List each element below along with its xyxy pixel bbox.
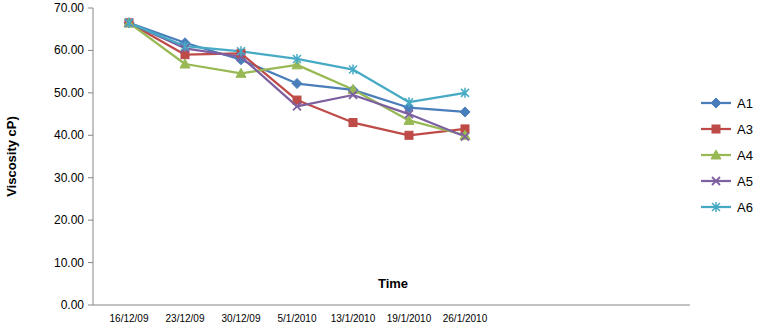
y-tick [88, 92, 93, 93]
series-line [129, 23, 465, 137]
marker [125, 19, 133, 27]
marker [349, 65, 357, 75]
y-tick-label: 40.00 [54, 128, 84, 142]
series-line [129, 23, 465, 102]
marker [461, 88, 469, 98]
y-axis [93, 8, 94, 305]
x-tick-label: 23/12/09 [166, 313, 205, 324]
y-tick-label: 60.00 [54, 43, 84, 57]
legend-label: A1 [737, 96, 753, 111]
x-axis-title: Time [378, 276, 408, 291]
series-line [129, 23, 465, 135]
y-tick [88, 8, 93, 9]
marker [293, 102, 301, 110]
legend-marker [712, 177, 720, 185]
x-tick-label: 5/1/2010 [278, 313, 317, 324]
marker [348, 85, 358, 95]
series-line [129, 23, 465, 135]
marker [237, 46, 245, 56]
legend-marker [712, 125, 720, 133]
y-tick [88, 135, 93, 136]
legend-marker [712, 202, 720, 212]
legend-marker [711, 98, 721, 108]
marker [405, 110, 413, 118]
y-tick [88, 177, 93, 178]
marker [181, 41, 189, 51]
y-tick [88, 220, 93, 221]
y-tick-label: 70.00 [54, 1, 84, 15]
marker [405, 97, 413, 107]
marker [124, 18, 134, 28]
marker [460, 107, 470, 117]
series-line [129, 23, 465, 112]
legend-label: A6 [737, 200, 753, 215]
marker [125, 19, 133, 27]
chart: 0.00 10.00 20.00 30.00 40.00 50.00 60.00 70.00 1… [0, 0, 776, 330]
marker [461, 133, 469, 141]
y-tick-label: 30.00 [54, 171, 84, 185]
marker [124, 18, 134, 27]
marker [236, 68, 246, 77]
x-tick-label: 26/1/2010 [443, 313, 488, 324]
legend-label: A4 [737, 148, 753, 163]
y-axis-title: Viscosity cP) [4, 116, 19, 197]
x-tick-label: 16/12/09 [110, 313, 149, 324]
marker [125, 18, 133, 28]
marker [349, 91, 357, 99]
marker [405, 131, 413, 139]
marker [349, 119, 357, 127]
x-tick-label: 13/1/2010 [331, 313, 376, 324]
marker [293, 54, 301, 64]
legend: A1 A3 A4 A5 A6 [701, 96, 753, 215]
x-axis [93, 305, 690, 306]
legend-label: A5 [737, 174, 753, 189]
legend-label: A3 [737, 122, 753, 137]
y-tick [88, 305, 93, 306]
legend-marker [711, 150, 721, 159]
marker [180, 59, 190, 68]
x-tick-label: 19/1/2010 [387, 313, 432, 324]
marker [460, 130, 470, 139]
y-tick-label: 20.00 [54, 213, 84, 227]
y-tick-label: 50.00 [54, 86, 84, 100]
y-tick [88, 262, 93, 263]
marker [292, 79, 302, 89]
y-tick [88, 50, 93, 51]
x-tick-label: 30/12/09 [222, 313, 261, 324]
y-tick-label: 0.00 [61, 298, 85, 312]
plot-area [124, 18, 470, 141]
y-tick-label: 10.00 [54, 256, 84, 270]
